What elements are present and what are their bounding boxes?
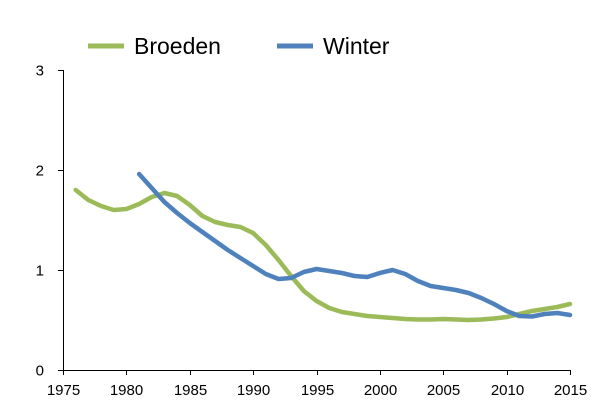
y-tick-label: 2 [36,163,44,180]
y-tick-label: 3 [36,63,44,80]
legend-item-winter: Winter [277,33,390,59]
x-tick-label: 1980 [110,382,143,399]
y-tick-label: 1 [36,263,44,280]
x-tick-label: 2000 [364,382,397,399]
legend-label: Winter [323,33,390,59]
x-tick-label: 2015 [554,382,587,399]
x-tick-label: 2010 [491,382,524,399]
x-axis: 1975 1980 1985 1990 1995 2000 2005 2010 2015 [47,370,587,399]
series-line-broeden [73,187,573,323]
x-tick-label: 1990 [237,382,270,399]
legend-item-broeden: Broeden [88,33,221,59]
x-tick-label: 1995 [301,382,334,399]
x-tick-label: 2005 [427,382,460,399]
x-tick-label: 1975 [47,382,80,399]
y-tick-label: 0 [36,363,44,380]
plot-area [73,171,573,323]
legend: Broeden Winter [88,33,390,59]
legend-label: Broeden [134,33,221,59]
x-tick-label: 1985 [174,382,207,399]
y-axis: 0 1 2 3 [36,63,64,380]
series-line-winter [136,171,573,319]
